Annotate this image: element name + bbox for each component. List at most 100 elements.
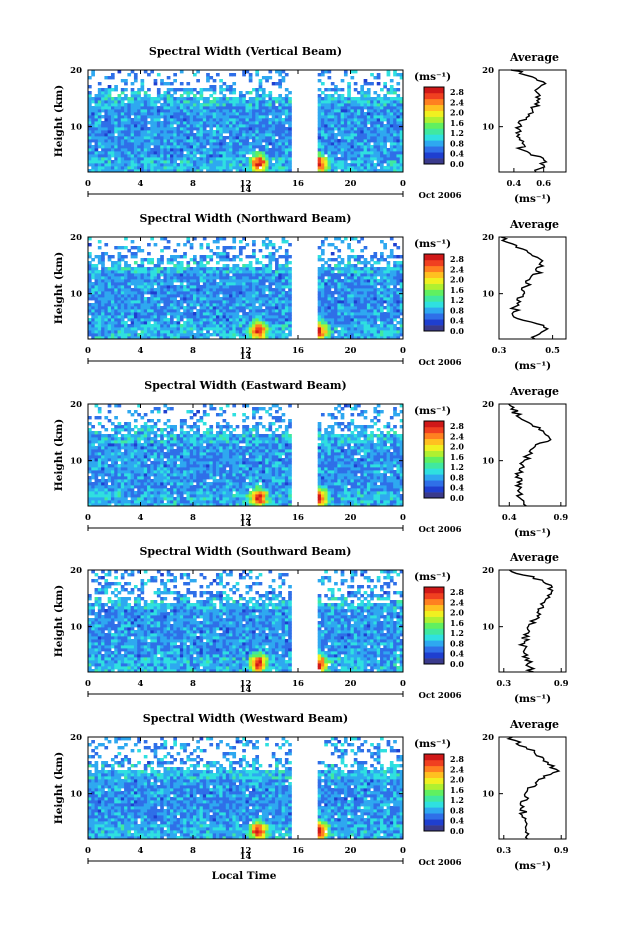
heatmap-cell	[150, 312, 155, 316]
heatmap-cell	[363, 261, 368, 265]
heatmap	[88, 237, 404, 340]
heatmap-cell	[320, 70, 325, 74]
heatmap-cell	[150, 124, 155, 128]
heatmap-cell	[196, 267, 200, 271]
heatmap-cell	[94, 485, 99, 489]
heatmap-cell	[117, 288, 122, 292]
heatmap-cell	[91, 267, 95, 271]
heatmap-cell	[212, 151, 217, 155]
heatmap-cell	[212, 300, 217, 304]
heatmap-cell	[383, 133, 387, 137]
heatmap-cell	[94, 303, 99, 307]
heatmap-cell	[166, 324, 171, 328]
heatmap-cell	[235, 148, 240, 152]
heatmap-cell	[360, 112, 365, 116]
heatmap-cell	[337, 264, 342, 268]
heatmap-cell	[281, 121, 286, 125]
heatmap-cell	[189, 160, 194, 164]
heatmap-cell	[399, 303, 404, 307]
colorbar-tick-label: 0.4	[450, 149, 464, 159]
heatmap-cell	[189, 288, 194, 292]
heatmap-cell	[245, 160, 250, 164]
heatmap-cell	[281, 79, 286, 83]
heatmap-cell	[334, 321, 338, 325]
heatmap-cell	[160, 148, 164, 152]
x-tick-label: 16	[292, 179, 304, 189]
heatmap-cell	[261, 154, 266, 158]
heatmap-cell	[124, 82, 128, 86]
heatmap-cell	[340, 330, 345, 334]
heatmap-cell	[245, 279, 250, 283]
heatmap-cell	[160, 318, 164, 322]
heatmap-cell	[193, 106, 197, 110]
heatmap-cell	[357, 297, 361, 301]
heatmap-cell	[209, 160, 214, 164]
heatmap-cell	[127, 103, 132, 107]
heatmap-cell	[380, 285, 384, 289]
heatmap-cell	[370, 154, 374, 158]
heatmap-cell	[343, 309, 348, 313]
heatmap-cell	[133, 109, 138, 113]
heatmap-cell	[88, 282, 92, 286]
heatmap-cell	[186, 118, 191, 122]
heatmap-cell	[350, 288, 355, 292]
heatmap-cell	[199, 330, 204, 334]
heatmap-cell	[261, 297, 266, 301]
heatmap-cell	[229, 169, 233, 173]
heatmap-cell	[222, 163, 227, 167]
heatmap-cell	[107, 288, 112, 292]
heatmap-cell	[238, 300, 243, 304]
heatmap-cell	[370, 282, 374, 286]
heatmap-cell	[101, 336, 105, 340]
heatmap-cell	[206, 333, 210, 337]
heatmap-cell	[199, 94, 204, 98]
heatmap-cell	[337, 249, 342, 253]
heatmap-cell	[380, 309, 384, 313]
heatmap-cell	[107, 270, 112, 274]
heatmap-cell	[196, 300, 200, 304]
heatmap-cell	[170, 154, 174, 158]
heatmap-cell	[179, 315, 184, 319]
heatmap-cell	[193, 100, 197, 104]
heatmap-cell	[235, 306, 240, 310]
heatmap-cell	[133, 112, 138, 116]
heatmap-cell	[209, 270, 214, 274]
heatmap-cell	[97, 333, 102, 337]
heatmap-cell	[265, 246, 269, 250]
heatmap-cell	[353, 136, 358, 140]
heatmap-cell	[219, 148, 223, 152]
heatmap-cell	[343, 330, 348, 334]
heatmap-cell	[268, 309, 273, 313]
heatmap-cell	[258, 160, 263, 164]
heatmap-cell	[202, 327, 207, 331]
heatmap-cell	[222, 321, 227, 325]
heatmap-cell	[133, 139, 138, 143]
heatmap-cell	[143, 318, 148, 322]
heatmap-cell	[399, 279, 404, 283]
heatmap-cell	[202, 318, 207, 322]
heatmap-cell	[376, 282, 381, 286]
heatmap-cell	[219, 288, 223, 292]
heatmap-cell	[166, 127, 171, 131]
heatmap-cell	[278, 79, 282, 83]
heatmap-cell	[396, 124, 401, 128]
heatmap-cell	[166, 166, 171, 170]
heatmap-cell	[288, 288, 292, 292]
heatmap-cell	[350, 109, 355, 113]
heatmap-cell	[380, 291, 384, 295]
heatmap-cell	[320, 312, 325, 316]
heatmap-cell	[104, 276, 109, 280]
heatmap-cell	[94, 437, 99, 441]
heatmap-cell	[357, 240, 361, 244]
heatmap-cell	[193, 333, 197, 337]
heatmap-cell	[235, 270, 240, 274]
heatmap-cell	[117, 124, 122, 128]
heatmap-cell	[350, 121, 355, 125]
heatmap-cell	[370, 109, 374, 113]
heatmap-cell	[363, 130, 368, 134]
heatmap-cell	[124, 109, 128, 113]
heatmap-cell	[101, 324, 105, 328]
heatmap-cell	[186, 115, 191, 119]
heatmap-cell	[124, 106, 128, 110]
